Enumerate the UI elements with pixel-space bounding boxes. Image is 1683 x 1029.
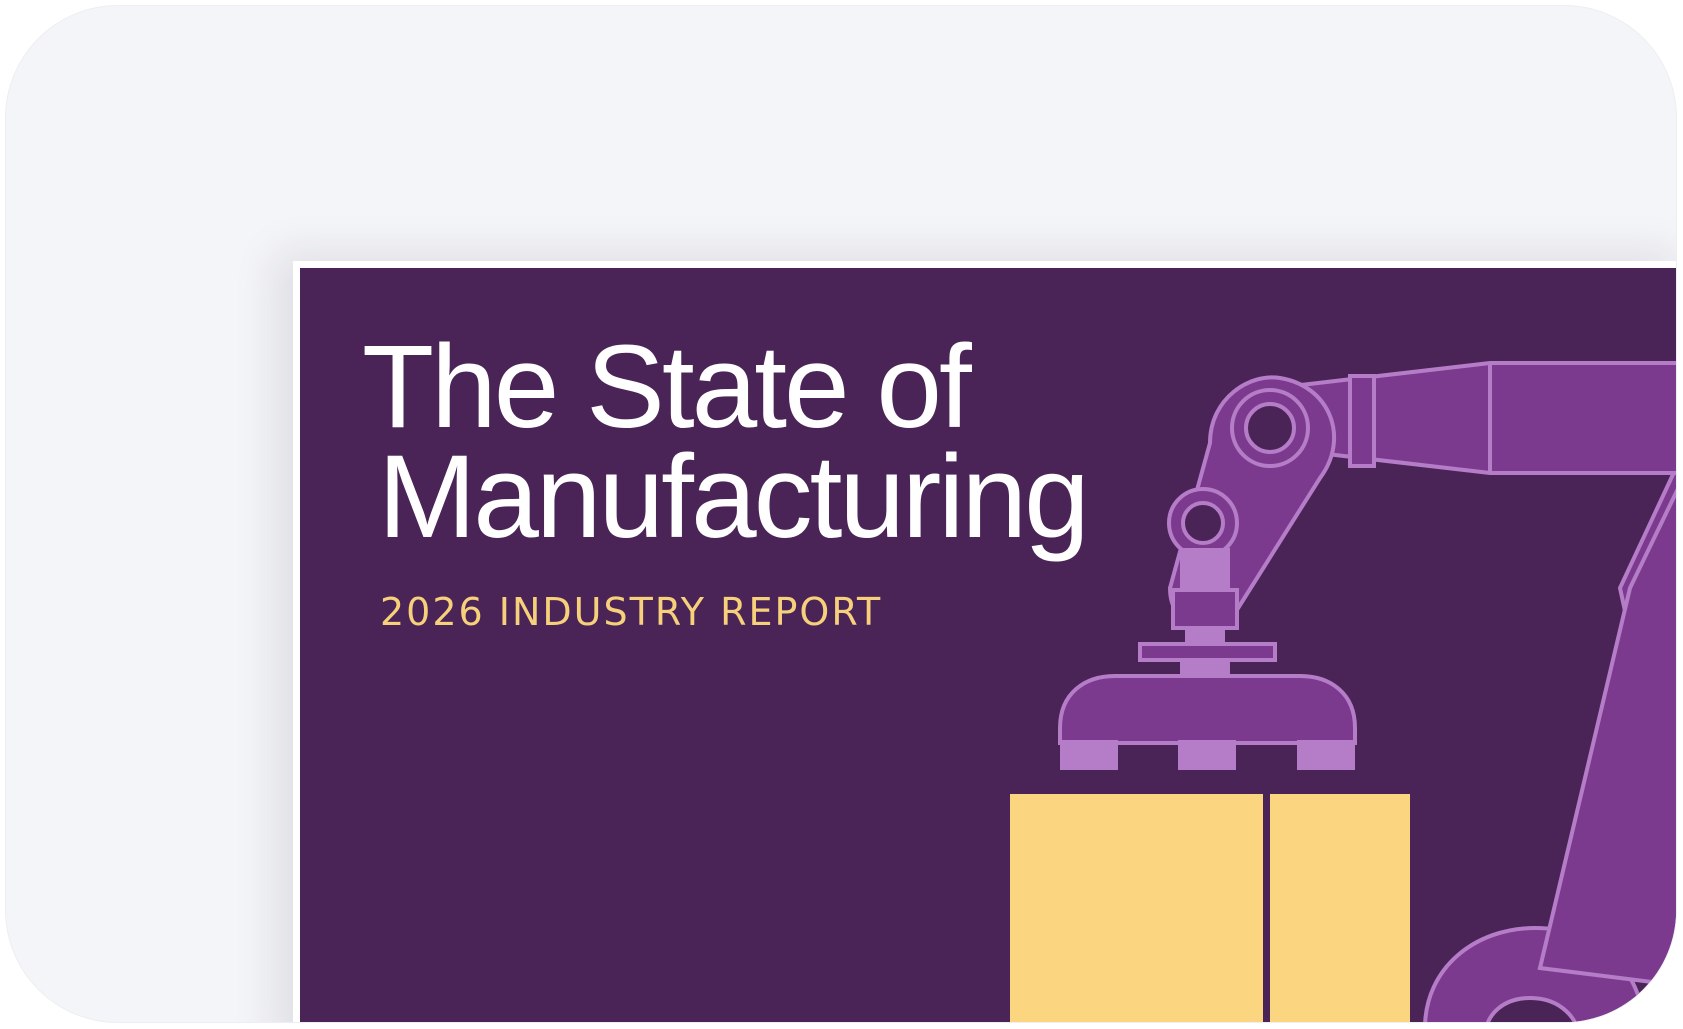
report-title: The State of Manufacturing	[362, 321, 1090, 563]
robotic-arm-icon	[1423, 463, 1676, 1022]
robotic-arm-illustration	[1010, 361, 1676, 1022]
gripper	[1058, 548, 1357, 770]
title-line-2: Manufacturing	[378, 431, 1090, 563]
cardboard-box-icon	[1010, 794, 1410, 1022]
title-line-1: The State of	[362, 321, 972, 453]
report-cover: The State of Manufacturing 2026 INDUSTRY…	[293, 261, 1676, 1022]
report-subtitle: 2026 INDUSTRY REPORT	[380, 590, 883, 634]
arm-upper-beam	[1273, 361, 1676, 475]
rounded-frame: The State of Manufacturing 2026 INDUSTRY…	[6, 6, 1676, 1022]
